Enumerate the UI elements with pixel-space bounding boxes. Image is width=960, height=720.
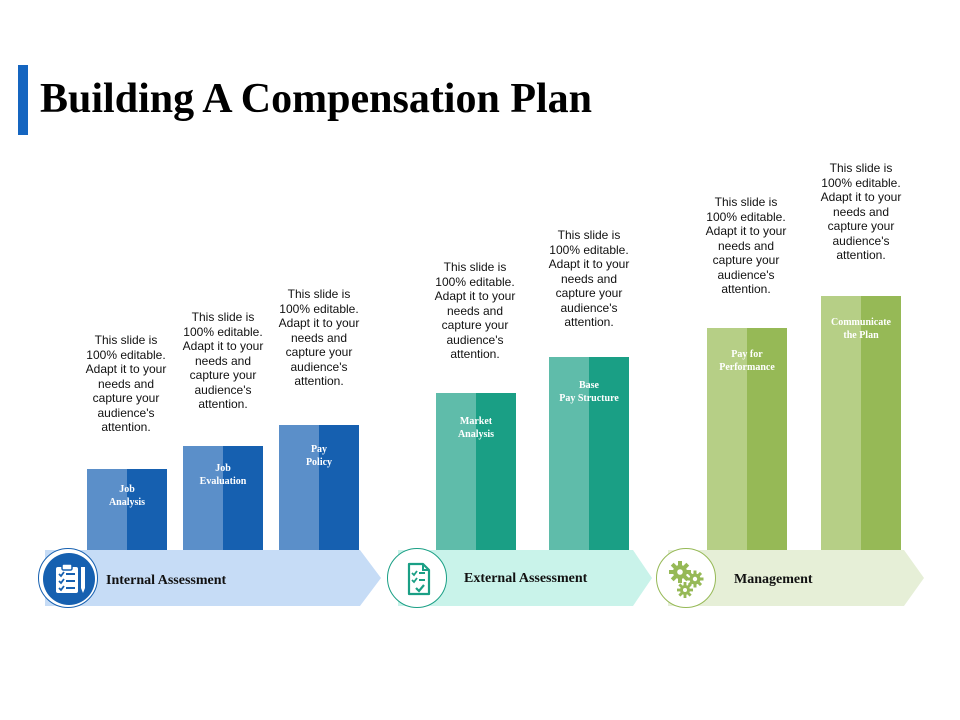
external-assessment-label: External Assessment: [464, 571, 588, 586]
bar-job-evaluation: Job Evaluation: [183, 446, 263, 550]
bar-label-line: Pay for: [731, 349, 763, 360]
bar-label-line: Job: [215, 463, 231, 474]
bar-description: This slide is 100% editable. Adapt it to…: [278, 287, 360, 388]
document-check-icon: [387, 548, 447, 608]
bar-job-analysis: Job Analysis: [87, 469, 167, 550]
bar-label-line: Pay Structure: [559, 393, 619, 404]
gears-icon: [656, 548, 716, 608]
bar-description: This slide is 100% editable. Adapt it to…: [85, 333, 167, 434]
bar-description: This slide is 100% editable. Adapt it to…: [705, 195, 787, 296]
bar-label-line: Analysis: [457, 429, 495, 440]
bar-market-analysis: Market Analysis: [436, 393, 516, 550]
internal-assessment-label: Internal Assessment: [106, 573, 227, 588]
bar-label-line: Performance: [719, 362, 775, 373]
management-band: [668, 550, 924, 606]
bar-base-pay-structure: Base Pay Structure: [549, 357, 629, 550]
bar-communicate-the-plan: Communicate the Plan: [821, 296, 901, 550]
title-accent-bar: [18, 65, 28, 135]
bar-label-line: Evaluation: [199, 476, 247, 487]
external-assessment-band: [398, 550, 652, 606]
bar-pay-for-performance: Pay for Performance: [707, 328, 787, 550]
bar-description: This slide is 100% editable. Adapt it to…: [434, 260, 516, 361]
bar-label-line: Job: [119, 484, 135, 495]
bar-label-line: Pay: [310, 444, 328, 455]
bar-label-line: the Plan: [843, 330, 879, 341]
bar-label-line: Base: [579, 380, 599, 391]
bar-pay-policy: Pay Policy: [279, 425, 359, 550]
bar-label-line: Analysis: [108, 497, 146, 508]
bar-label-line: Communicate: [831, 317, 891, 328]
bar-description: This slide is 100% editable. Adapt it to…: [548, 228, 630, 329]
management-label: Management: [734, 572, 813, 587]
bar-label-line: Policy: [305, 457, 333, 468]
bar-label-line: Market: [459, 416, 493, 427]
bar-description: This slide is 100% editable. Adapt it to…: [182, 310, 264, 411]
internal-assessment-band: [45, 550, 381, 606]
clipboard-checklist-icon: [38, 548, 98, 608]
bar-description: This slide is 100% editable. Adapt it to…: [820, 161, 902, 262]
page-title: Building A Compensation Plan: [40, 76, 593, 122]
